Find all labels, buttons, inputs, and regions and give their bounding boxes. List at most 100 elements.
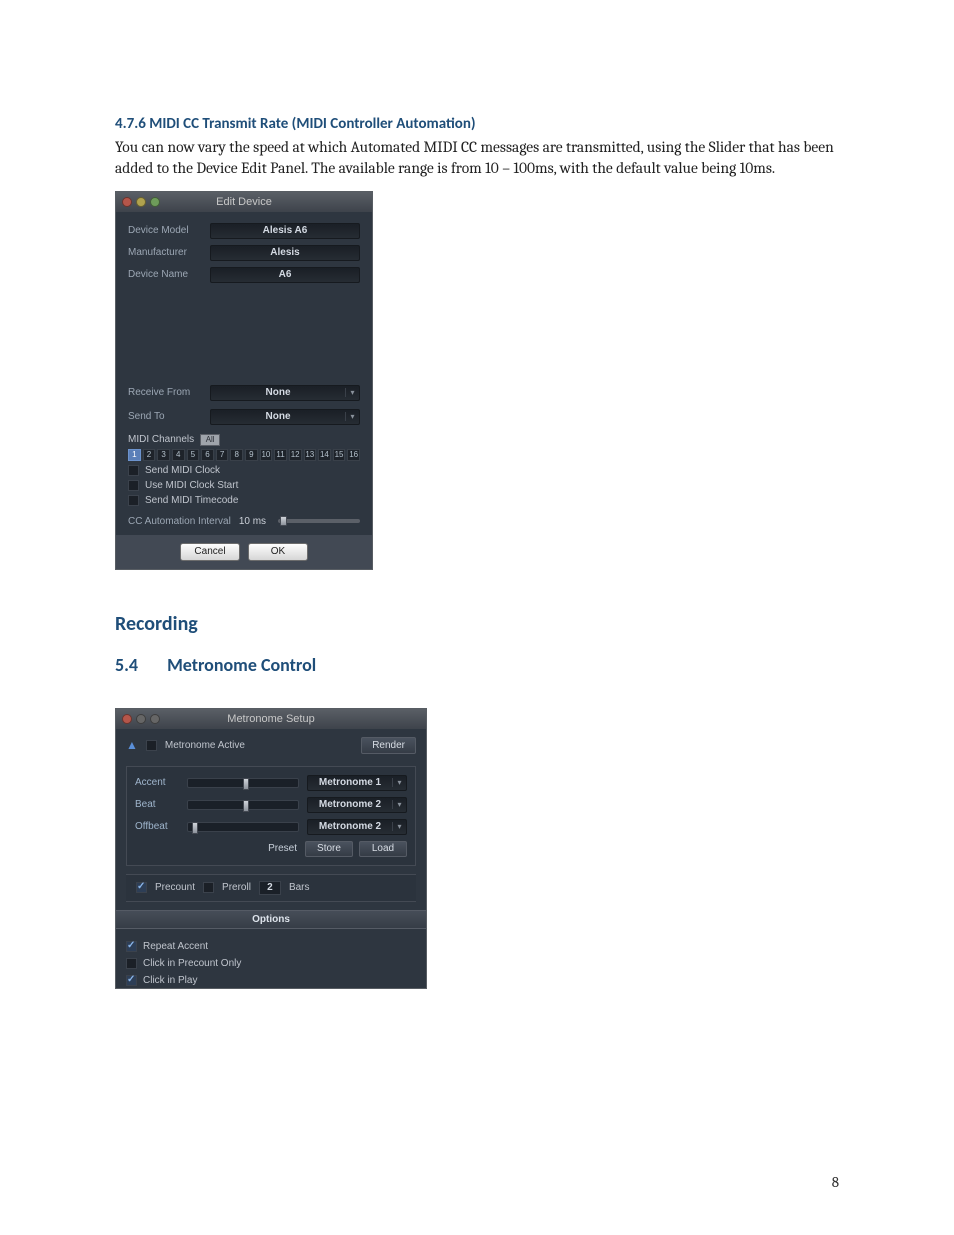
dropdown-send-to[interactable]: None ▾	[210, 409, 360, 425]
field-device-model[interactable]: Alesis A6	[210, 223, 360, 239]
slider-thumb[interactable]	[243, 800, 249, 812]
checkbox-use-midi-clock-start[interactable]	[128, 480, 139, 491]
chevron-down-icon: ▾	[392, 778, 406, 787]
dropdown-value: Metronome 2	[308, 821, 392, 832]
close-icon[interactable]	[122, 197, 132, 207]
midi-channel-13[interactable]: 13	[304, 449, 317, 461]
field-manufacturer[interactable]: Alesis	[210, 245, 360, 261]
label-precount: Precount	[155, 882, 195, 893]
heading-recording: Recording	[115, 612, 839, 636]
dropdown-offbeat-sound[interactable]: Metronome 2▾	[307, 819, 407, 835]
dropdown-beat-sound[interactable]: Metronome 2▾	[307, 797, 407, 813]
dropdown-value: Metronome 1	[308, 777, 392, 788]
label-use-midi-clock-start: Use MIDI Clock Start	[145, 480, 238, 491]
label-click-in-play: Click in Play	[143, 975, 197, 986]
label-bars: Bars	[289, 882, 310, 893]
midi-channel-grid: 12345678910111213141516	[128, 449, 360, 461]
label-preset: Preset	[268, 843, 297, 854]
label-send-to: Send To	[128, 411, 210, 422]
midi-channel-6[interactable]: 6	[201, 449, 214, 461]
ok-button[interactable]: OK	[248, 543, 308, 561]
minimize-icon[interactable]	[136, 197, 146, 207]
midi-channel-14[interactable]: 14	[318, 449, 331, 461]
checkbox-metronome-active[interactable]	[146, 740, 157, 751]
label-click-precount-only: Click in Precount Only	[143, 958, 241, 969]
options-header: Options	[116, 910, 426, 929]
midi-channel-12[interactable]: 12	[289, 449, 302, 461]
chevron-down-icon: ▾	[392, 822, 406, 831]
checkbox-send-midi-clock[interactable]	[128, 465, 139, 476]
body-paragraph: You can now vary the speed at which Auto…	[115, 137, 839, 179]
beat-slider[interactable]	[187, 800, 299, 810]
midi-channel-16[interactable]: 16	[347, 449, 360, 461]
chevron-down-icon: ▾	[345, 412, 359, 421]
checkbox-send-midi-timecode[interactable]	[128, 495, 139, 506]
checkbox-repeat-accent[interactable]	[126, 941, 137, 952]
midi-channel-10[interactable]: 10	[260, 449, 273, 461]
cc-interval-slider[interactable]	[278, 519, 360, 523]
edit-device-panel: Edit Device Device Model Alesis A6 Manuf…	[115, 191, 373, 570]
chevron-down-icon: ▾	[345, 388, 359, 397]
heading-476: 4.7.6 MIDI CC Transmit Rate (MIDI Contro…	[115, 115, 839, 133]
value-cc-interval: 10 ms	[239, 516, 266, 527]
dropdown-value: None	[211, 387, 345, 398]
metronome-icon: ▲	[126, 738, 138, 752]
precount-value[interactable]: 2	[259, 881, 281, 895]
store-button[interactable]: Store	[305, 841, 353, 857]
metronome-setup-panel: Metronome Setup ▲ Metronome Active Rende…	[115, 708, 427, 989]
midi-all-button[interactable]: All	[200, 434, 220, 446]
dropdown-accent-sound[interactable]: Metronome 1▾	[307, 775, 407, 791]
midi-channel-15[interactable]: 15	[333, 449, 346, 461]
chevron-down-icon: ▾	[392, 800, 406, 809]
label-midi-channels: MIDI Channels	[128, 434, 194, 445]
heading-54: 5.4 Metronome Control	[115, 654, 839, 676]
render-button[interactable]: Render	[361, 737, 416, 754]
label-cc-automation-interval: CC Automation Interval	[128, 516, 231, 527]
close-icon[interactable]	[122, 714, 132, 724]
midi-channel-8[interactable]: 8	[230, 449, 243, 461]
label-preroll: Preroll	[222, 882, 251, 893]
slider-thumb[interactable]	[192, 822, 198, 834]
midi-channel-5[interactable]: 5	[187, 449, 200, 461]
page-number: 8	[832, 1173, 839, 1191]
label-metronome-active: Metronome Active	[165, 740, 245, 751]
midi-channel-3[interactable]: 3	[157, 449, 170, 461]
midi-channel-4[interactable]: 4	[172, 449, 185, 461]
label-receive-from: Receive From	[128, 387, 210, 398]
midi-channel-11[interactable]: 11	[274, 449, 287, 461]
slider-thumb[interactable]	[280, 516, 287, 526]
midi-channel-2[interactable]: 2	[143, 449, 156, 461]
midi-channel-7[interactable]: 7	[216, 449, 229, 461]
zoom-icon[interactable]	[150, 714, 160, 724]
titlebar: Edit Device	[116, 192, 372, 212]
zoom-icon[interactable]	[150, 197, 160, 207]
window-title: Metronome Setup	[116, 713, 426, 725]
label-send-midi-timecode: Send MIDI Timecode	[145, 495, 238, 506]
dropdown-value: None	[211, 411, 345, 422]
slider-thumb[interactable]	[243, 778, 249, 790]
label-accent: Accent	[135, 777, 179, 788]
checkbox-preroll[interactable]	[203, 882, 214, 893]
midi-channel-9[interactable]: 9	[245, 449, 258, 461]
load-button[interactable]: Load	[359, 841, 407, 857]
minimize-icon[interactable]	[136, 714, 146, 724]
offbeat-slider[interactable]	[187, 822, 299, 832]
midi-channel-1[interactable]: 1	[128, 449, 141, 461]
label-beat: Beat	[135, 799, 179, 810]
cancel-button[interactable]: Cancel	[180, 543, 240, 561]
label-device-model: Device Model	[128, 225, 210, 236]
titlebar: Metronome Setup	[116, 709, 426, 729]
label-offbeat: Offbeat	[135, 821, 179, 832]
checkbox-click-in-play[interactable]	[126, 975, 137, 986]
accent-slider[interactable]	[187, 778, 299, 788]
label-manufacturer: Manufacturer	[128, 247, 210, 258]
heading-title: Metronome Control	[167, 654, 316, 676]
label-device-name: Device Name	[128, 269, 210, 280]
dropdown-value: Metronome 2	[308, 799, 392, 810]
field-device-name[interactable]: A6	[210, 267, 360, 283]
dropdown-receive-from[interactable]: None ▾	[210, 385, 360, 401]
label-repeat-accent: Repeat Accent	[143, 941, 208, 952]
checkbox-precount[interactable]	[136, 882, 147, 893]
heading-number: 5.4	[115, 654, 163, 676]
checkbox-click-precount-only[interactable]	[126, 958, 137, 969]
